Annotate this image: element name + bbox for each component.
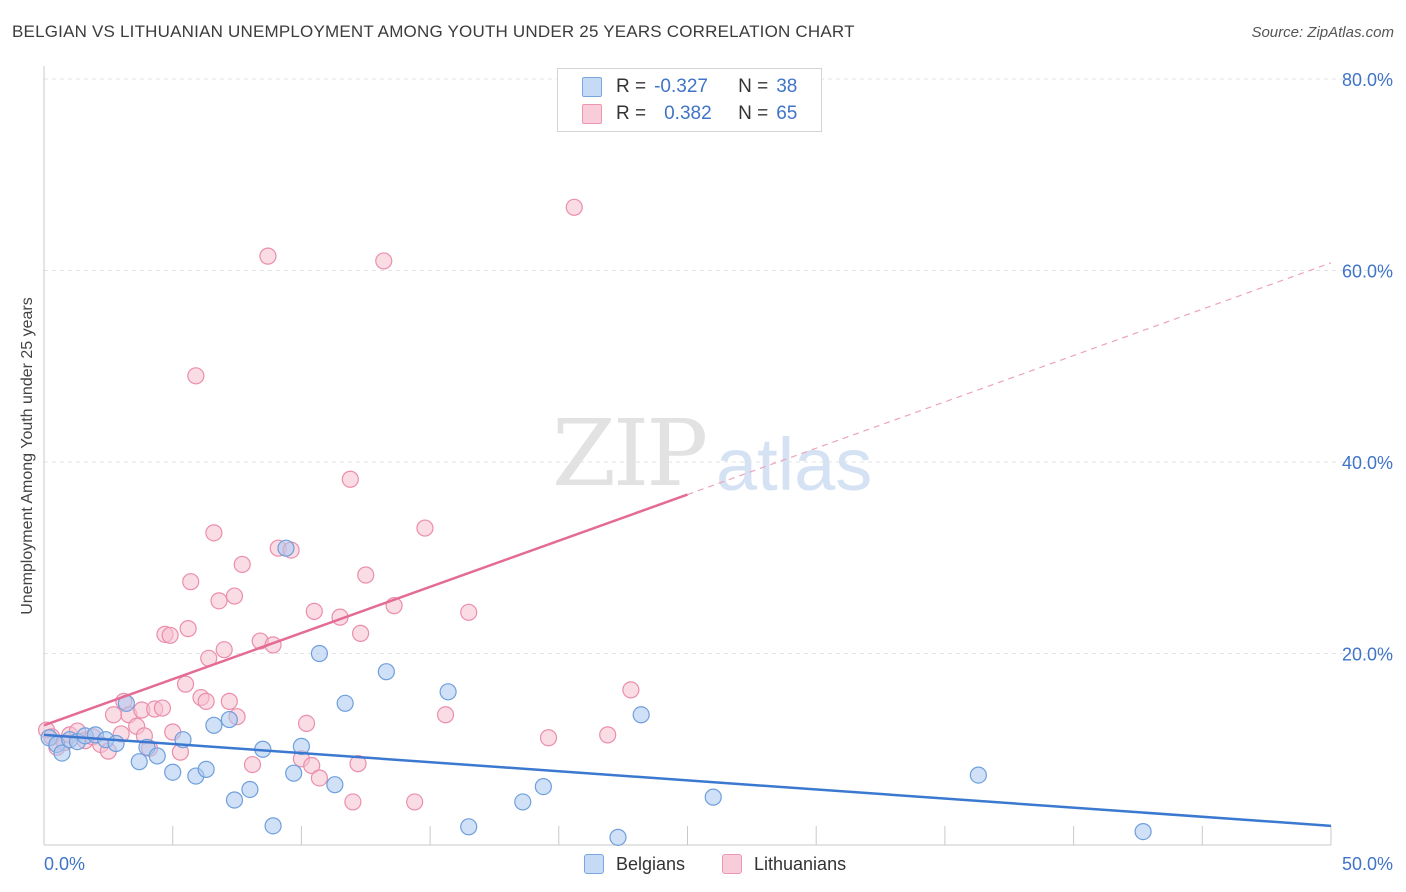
trend-lines <box>43 262 1332 828</box>
lithuanians-legend-swatch <box>722 854 742 874</box>
belgian-point <box>439 683 457 701</box>
y-tick-label: 20.0% <box>1342 645 1393 665</box>
belgian-point <box>107 734 125 753</box>
belgian-point <box>220 710 238 729</box>
belgian-point <box>264 817 282 835</box>
lithuanian-point <box>539 729 558 747</box>
axes <box>43 66 1332 846</box>
belgian-point <box>460 818 478 836</box>
belgians-swatch <box>582 77 602 97</box>
legend-r-value: -0.327 <box>654 76 708 97</box>
belgian-point <box>704 788 722 806</box>
belgians-legend-swatch <box>584 854 604 874</box>
belgian-point <box>53 744 71 762</box>
x-tick-label: 50.0% <box>1342 854 1393 874</box>
belgian-point <box>292 737 310 755</box>
belgian-point <box>632 706 650 724</box>
x-tick-label: 0.0% <box>44 854 85 874</box>
y-tick-label: 60.0% <box>1342 262 1393 282</box>
legend-n-value: 65 <box>776 103 798 124</box>
lithuanians-trend-line <box>43 493 688 727</box>
lithuanian-point <box>215 641 233 659</box>
belgian-point <box>336 694 354 712</box>
belgian-point <box>326 776 344 794</box>
belgian-point <box>148 747 166 765</box>
lithuanian-point <box>416 519 434 537</box>
bottom-legend-lithuanians: Lithuanians <box>722 852 846 876</box>
lithuanian-point <box>436 706 455 724</box>
lithuanian-point <box>210 592 228 610</box>
lithuanian-point <box>406 793 424 811</box>
lithuanian-point <box>220 692 238 710</box>
belgian-point <box>225 791 244 809</box>
lithuanians-legend-label: Lithuanians <box>754 853 847 874</box>
lithuanian-point <box>104 706 123 724</box>
lithuanian-point <box>303 756 321 775</box>
lithuanian-point <box>182 573 200 591</box>
lithuanian-point <box>153 699 172 717</box>
lithuanian-point <box>205 524 223 542</box>
chart-title: BELGIAN VS LITHUANIAN UNEMPLOYMENT AMONG… <box>12 22 855 41</box>
belgian-point <box>534 777 552 796</box>
lithuanian-point <box>599 726 617 744</box>
lithuanian-point <box>305 602 323 620</box>
lithuanian-point <box>179 620 197 638</box>
belgians-legend-label: Belgians <box>616 853 686 874</box>
belgian-point <box>514 793 532 811</box>
lithuanian-point <box>259 247 277 265</box>
lithuanians-points <box>37 198 640 811</box>
tick-labels: 20.0% 40.0% 60.0% 80.0% 0.0% 50.0% <box>44 70 1393 874</box>
lithuanian-point <box>187 367 205 385</box>
legend-r-label: R = <box>616 76 647 97</box>
legend-r-value: 0.382 <box>664 103 712 124</box>
lithuanian-point <box>161 626 179 644</box>
belgian-point <box>310 644 329 663</box>
belgian-point <box>285 764 303 782</box>
lithuanian-point <box>243 755 262 774</box>
lithuanians-swatch <box>582 104 602 124</box>
lithuanian-point <box>352 624 370 642</box>
source-label: Source: ZipAtlas.com <box>1251 24 1394 41</box>
lithuanian-point <box>460 603 478 621</box>
belgian-point <box>609 828 627 846</box>
belgian-point <box>969 766 987 784</box>
belgian-point <box>164 763 182 781</box>
belgian-point <box>241 780 259 799</box>
legend-n-label: N = <box>738 103 769 124</box>
lithuanian-point <box>197 692 215 710</box>
lithuanians-trend-extension <box>687 262 1332 496</box>
legend-n-label: N = <box>738 76 769 97</box>
belgian-point <box>377 663 395 681</box>
correlation-legend: R = -0.327 N = 38 R = 0.382 N = 65 <box>557 68 822 132</box>
legend-row-belgians: R = -0.327 N = 38 <box>582 74 798 100</box>
lithuanian-point <box>622 681 640 699</box>
legend-row-lithuanians: R = 0.382 N = 65 <box>582 101 798 127</box>
lithuanian-point <box>176 675 195 693</box>
lithuanian-point <box>344 793 362 811</box>
lithuanian-point <box>341 470 359 488</box>
lithuanian-point <box>357 566 375 584</box>
lithuanian-point <box>349 755 367 773</box>
belgian-point <box>197 760 215 778</box>
belgians-trend-line <box>43 733 1332 828</box>
y-tick-label: 40.0% <box>1342 453 1393 473</box>
belgian-point <box>1134 822 1152 841</box>
lithuanian-point <box>565 198 583 216</box>
lithuanian-point <box>297 714 316 732</box>
belgian-point <box>130 753 148 771</box>
lithuanian-point <box>225 587 244 605</box>
lithuanian-point <box>375 252 393 270</box>
y-tick-label: 80.0% <box>1342 70 1393 90</box>
belgian-point <box>205 716 223 734</box>
belgian-point <box>277 539 295 557</box>
lithuanian-point <box>233 555 251 574</box>
legend-r-label: R = <box>616 103 647 124</box>
lithuanian-point <box>310 769 329 787</box>
watermark-zip: ZIP <box>552 400 708 507</box>
legend-n-value: 38 <box>776 76 798 97</box>
bottom-legend-belgians: Belgians <box>584 852 685 876</box>
